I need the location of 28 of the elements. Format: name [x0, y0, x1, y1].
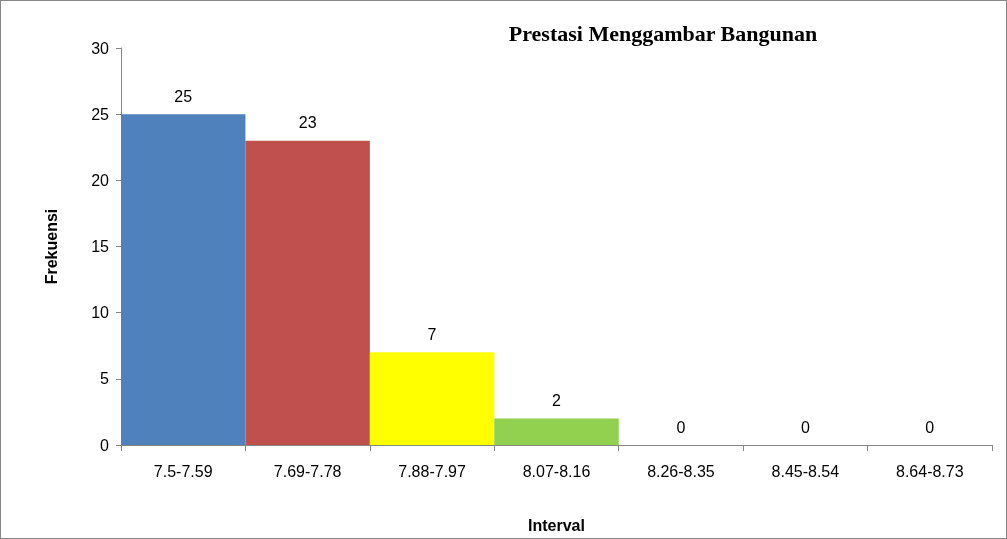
y-tick-label: 10	[91, 304, 110, 322]
data-label: 0	[676, 418, 686, 436]
y-tick-label: 0	[100, 436, 110, 454]
bar	[369, 352, 495, 445]
data-label: 25	[174, 87, 193, 105]
bar	[245, 140, 370, 445]
data-label: 23	[298, 114, 317, 132]
x-tick-label: 7.69-7.78	[273, 462, 342, 480]
data-label: 0	[925, 418, 935, 436]
y-tick-label: 30	[91, 39, 110, 57]
y-axis-title: Frekuensi	[42, 208, 60, 285]
y-tick-label: 25	[91, 105, 110, 123]
data-label: 2	[552, 392, 562, 410]
x-tick-label: 7.5-7.59	[153, 462, 213, 480]
chart-title: Prestasi Menggambar Bangunan	[508, 20, 818, 46]
x-axis-title: Interval	[528, 516, 585, 534]
y-tick-label: 20	[91, 171, 110, 189]
x-tick-label: 8.26-8.35	[647, 462, 715, 480]
y-tick-label: 15	[91, 238, 110, 255]
bar	[494, 418, 619, 445]
y-tick-label: 5	[100, 370, 110, 388]
x-tick-label: 8.07-8.16	[522, 462, 591, 480]
x-tick-label: 7.88-7.97	[398, 462, 466, 480]
x-tick-label: 8.45-8.54	[771, 462, 840, 480]
x-tick-label: 8.64-8.73	[895, 462, 964, 480]
bar	[121, 114, 246, 445]
data-label: 0	[800, 418, 810, 436]
data-label: 7	[427, 325, 437, 343]
